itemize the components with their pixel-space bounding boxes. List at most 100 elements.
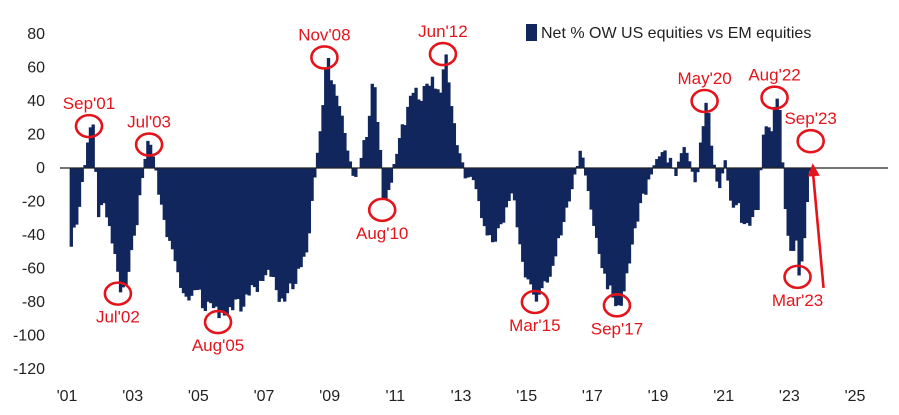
- bar: [140, 168, 145, 179]
- bar: [389, 168, 394, 183]
- annotation-label: Sep'23: [784, 109, 836, 128]
- bar: [515, 168, 519, 228]
- bar: [86, 142, 90, 168]
- bar: [408, 95, 413, 168]
- x-tick-label: '01: [57, 388, 78, 405]
- bar: [597, 168, 602, 254]
- bar: [630, 168, 634, 245]
- bar: [116, 168, 120, 272]
- bar: [302, 168, 306, 257]
- bar: [367, 115, 372, 168]
- bar: [718, 168, 722, 189]
- bar: [107, 168, 112, 227]
- bar: [359, 157, 363, 168]
- bar: [534, 168, 539, 302]
- bar: [370, 83, 374, 168]
- bar: [291, 168, 295, 290]
- bar: [261, 168, 265, 282]
- bar: [668, 157, 673, 168]
- bar: [674, 168, 678, 177]
- bar: [781, 162, 785, 168]
- bar: [419, 100, 424, 168]
- bar: [575, 166, 580, 168]
- bar: [293, 168, 298, 284]
- bar: [99, 168, 104, 206]
- y-tick-label: 20: [27, 127, 45, 144]
- annotation-circle: [796, 128, 825, 154]
- y-tick-label: -80: [22, 294, 45, 311]
- x-tick-label: '07: [254, 388, 275, 405]
- bar: [129, 168, 134, 251]
- bar: [220, 168, 224, 311]
- y-tick-label: -40: [22, 227, 45, 244]
- bar: [127, 168, 131, 272]
- bar: [206, 168, 210, 302]
- bar: [94, 168, 98, 172]
- bar: [269, 168, 273, 277]
- bar: [288, 168, 292, 284]
- bar: [748, 168, 752, 226]
- bar: [644, 168, 648, 195]
- bar: [573, 168, 577, 175]
- y-axis: 80 60 40 20 0 -20 -40 -60 -80 -100 -120: [13, 26, 45, 378]
- bar: [387, 168, 391, 190]
- bar: [80, 168, 84, 182]
- bar: [285, 168, 290, 294]
- bar: [211, 168, 216, 309]
- bar: [430, 76, 435, 168]
- bar: [510, 168, 514, 194]
- bar: [537, 168, 541, 295]
- bar: [556, 168, 560, 239]
- bar: [488, 168, 492, 236]
- y-tick-label: -20: [22, 194, 45, 211]
- bar: [731, 168, 736, 208]
- bar: [532, 168, 536, 295]
- bar: [791, 168, 796, 251]
- bar: [646, 168, 651, 180]
- bar: [222, 168, 227, 316]
- bar: [184, 168, 188, 297]
- y-tick-label: -100: [13, 328, 45, 345]
- bar: [318, 131, 322, 168]
- bar: [337, 106, 342, 168]
- x-tick-label: '23: [779, 388, 800, 405]
- bar: [77, 168, 82, 207]
- bar: [701, 126, 706, 168]
- bar: [376, 121, 380, 168]
- bar: [378, 149, 383, 168]
- bar: [203, 168, 208, 311]
- bar: [625, 168, 629, 274]
- bar: [603, 168, 607, 274]
- bar: [266, 168, 270, 270]
- bar: [567, 168, 571, 202]
- bar: [231, 168, 235, 311]
- bar: [252, 168, 257, 288]
- bar: [176, 168, 180, 273]
- bar: [214, 168, 218, 307]
- bar: [594, 168, 599, 238]
- bar: [280, 168, 284, 299]
- bar: [759, 168, 763, 171]
- bar: [652, 165, 656, 168]
- bar: [586, 168, 591, 192]
- bar: [135, 168, 139, 226]
- y-tick-label: 40: [27, 93, 45, 110]
- annotation-circle: [134, 132, 164, 157]
- bar: [715, 168, 719, 182]
- bar: [657, 156, 662, 168]
- bar: [542, 168, 547, 282]
- bar: [242, 168, 246, 307]
- bar: [704, 102, 708, 168]
- annotation-circle: [203, 309, 233, 335]
- bar: [545, 168, 550, 283]
- x-axis: '01 '03 '05 '07 '09 '11 '13 '15 '17 '19 '21 '23 '25: [57, 388, 866, 405]
- bar: [802, 168, 807, 239]
- bar: [499, 168, 503, 225]
- annotation-circle: [428, 41, 458, 67]
- bar: [400, 124, 405, 168]
- bar: [584, 168, 588, 176]
- bar: [562, 168, 566, 223]
- bar: [592, 168, 596, 226]
- bar: [348, 161, 353, 168]
- bar: [244, 168, 249, 295]
